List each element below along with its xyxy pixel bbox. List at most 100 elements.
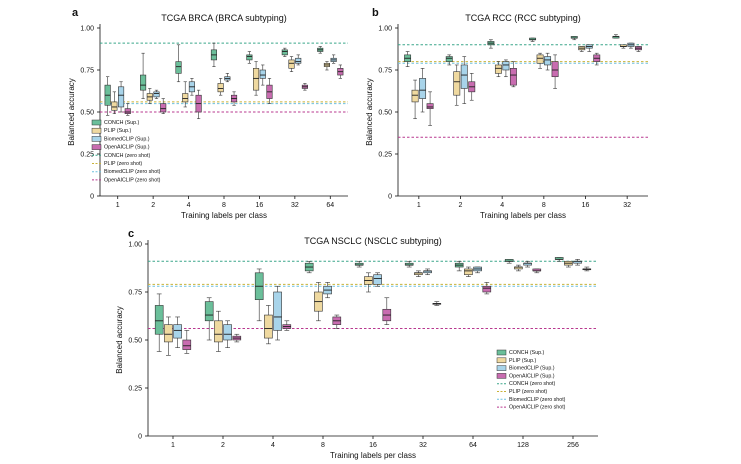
legend-swatch (91, 127, 102, 134)
y-tick-label: 0.50 (128, 338, 142, 345)
legend-swatch (91, 144, 102, 150)
chart-title: TCGA RCC (RCC subtyping) (465, 13, 581, 23)
box-iqr (140, 74, 147, 91)
box-plip-2 (453, 64, 461, 106)
box-openai-64 (337, 64, 344, 79)
box-biomedclip-1 (118, 81, 125, 113)
x-tick-label: 1 (171, 442, 175, 449)
box-conch-16 (570, 36, 578, 41)
x-tick-label: 8 (321, 442, 325, 449)
x-tick-label: 4 (271, 442, 275, 449)
box-biomedclip-64 (473, 266, 482, 274)
box-conch-32 (281, 47, 288, 57)
legend: CONCH (Sup.) PLIP (Sup.) BiomedCLIP (Sup.)… (496, 349, 566, 411)
y-tick-label: 0.50 (378, 110, 392, 117)
box-iqr (154, 305, 164, 335)
box-iqr (182, 339, 192, 350)
box-iqr (419, 78, 427, 99)
box-iqr (460, 64, 468, 89)
legend-swatch (91, 119, 102, 126)
box-iqr (464, 268, 473, 276)
x-axis-label: Training labels per class (480, 211, 566, 220)
legend-item-conch-box: CONCH (Sup.) (496, 349, 545, 356)
box-plip-1 (164, 316, 173, 356)
box-plip-4 (264, 305, 273, 345)
box-plip-16 (364, 272, 373, 293)
legend-label: CONCH (Sup.) (509, 350, 545, 356)
box-openai-32 (432, 301, 442, 306)
box-biomedclip-4 (188, 78, 195, 96)
box-iqr (246, 54, 253, 61)
box-iqr (502, 61, 510, 71)
x-tick-label: 1 (116, 202, 120, 209)
legend-item-conch-line: CONCH (zero shot) (92, 153, 150, 159)
box-biomedclip-1 (419, 68, 427, 113)
box-conch-2 (204, 297, 214, 341)
box-openai-16 (266, 78, 273, 104)
box-openai-1 (426, 91, 434, 126)
box-conch-1 (154, 293, 164, 352)
box-openai-8 (551, 54, 559, 89)
legend-label: OpenAICLIP (zero shot) (104, 177, 161, 183)
box-conch-8 (304, 260, 314, 274)
legend-item-openai-line: OpenAICLIP (zero shot) (497, 405, 566, 411)
box-iqr (264, 314, 273, 339)
box-conch-1 (104, 76, 111, 116)
box-conch-256 (554, 257, 564, 262)
box-conch-16 (354, 260, 364, 268)
legend-label: BiomedCLIP (Sup.) (509, 366, 555, 372)
legend-item-openai-line: OpenAICLIP (zero shot) (92, 177, 161, 183)
box-openai-2 (160, 98, 167, 114)
legend-label: PLIP (Sup.) (104, 128, 132, 134)
x-tick-label: 2 (151, 202, 155, 209)
box-conch-16 (246, 51, 253, 64)
panel-letter: c (128, 228, 134, 240)
box-plip-32 (288, 56, 295, 72)
box-plip-1 (111, 91, 118, 114)
box-openai-1 (124, 103, 131, 116)
panel-a: a TCGA BRCA (BRCA subtyping) 0 0.25 0.50 0.75… (67, 7, 348, 220)
box-biomedclip-1 (173, 316, 182, 348)
legend-label: OpenAICLIP (Sup.) (104, 145, 150, 151)
legend-label: PLIP (zero shot) (104, 161, 142, 167)
box-plip-8 (536, 52, 544, 69)
y-tick-label: 0 (90, 194, 94, 201)
box-iqr (295, 57, 302, 64)
box-biomedclip-2 (460, 56, 468, 104)
box-biomedclip-32 (627, 42, 635, 49)
legend-item-conch-line: CONCH (zero shot) (497, 381, 555, 387)
box-biomedclip-64 (330, 54, 337, 64)
x-tick-label: 16 (256, 202, 264, 209)
legend-item-plip-box: PLIP (Sup.) (91, 127, 132, 134)
box-iqr (281, 49, 288, 56)
box-iqr (373, 274, 382, 285)
legend-swatch (496, 373, 507, 379)
y-tick-label: 0.25 (80, 152, 94, 159)
y-tick-label: 1.00 (128, 242, 142, 249)
x-axis-label: Training labels per class (181, 211, 267, 220)
legend-label: PLIP (zero shot) (509, 389, 547, 395)
x-tick-label: 4 (500, 202, 504, 209)
box-conch-4 (487, 39, 495, 49)
y-axis-label: Balanced accuracy (115, 306, 124, 374)
box-plip-1 (411, 79, 419, 120)
box-biomedclip-32 (295, 54, 302, 66)
box-biomedclip-16 (585, 44, 593, 52)
box-biomedclip-4 (502, 59, 510, 78)
x-tick-label: 256 (567, 442, 579, 449)
box-iqr (175, 61, 182, 74)
box-openai-8 (231, 91, 238, 106)
legend-swatch (91, 136, 102, 142)
panel-letter: b (372, 7, 379, 19)
box-biomedclip-16 (259, 64, 266, 86)
box-plip-16 (253, 61, 260, 96)
x-tick-label: 64 (469, 442, 477, 449)
box-conch-32 (612, 34, 620, 39)
legend-item-plip-line: PLIP (zero shot) (497, 389, 547, 395)
legend-item-plip-line: PLIP (zero shot) (92, 161, 142, 167)
legend-swatch (496, 357, 507, 364)
box-openai-4 (509, 61, 517, 88)
box-conch-8 (529, 37, 537, 42)
box-openai-2 (232, 333, 242, 343)
